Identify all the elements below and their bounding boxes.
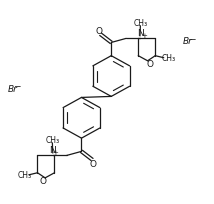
Text: Br: Br xyxy=(7,84,17,93)
Text: CH₃: CH₃ xyxy=(133,19,147,28)
Text: O: O xyxy=(146,60,153,69)
Text: +: + xyxy=(141,33,147,39)
Text: Br: Br xyxy=(183,37,193,46)
Text: CH₃: CH₃ xyxy=(45,136,59,145)
Text: −: − xyxy=(13,81,20,90)
Text: N: N xyxy=(137,29,144,38)
Text: CH₃: CH₃ xyxy=(17,171,31,180)
Text: O: O xyxy=(40,176,46,185)
Text: N: N xyxy=(49,146,55,155)
Text: O: O xyxy=(96,27,103,36)
Text: CH₃: CH₃ xyxy=(161,54,175,63)
Text: −: − xyxy=(188,34,196,43)
Text: O: O xyxy=(90,159,97,168)
Text: +: + xyxy=(53,149,58,155)
